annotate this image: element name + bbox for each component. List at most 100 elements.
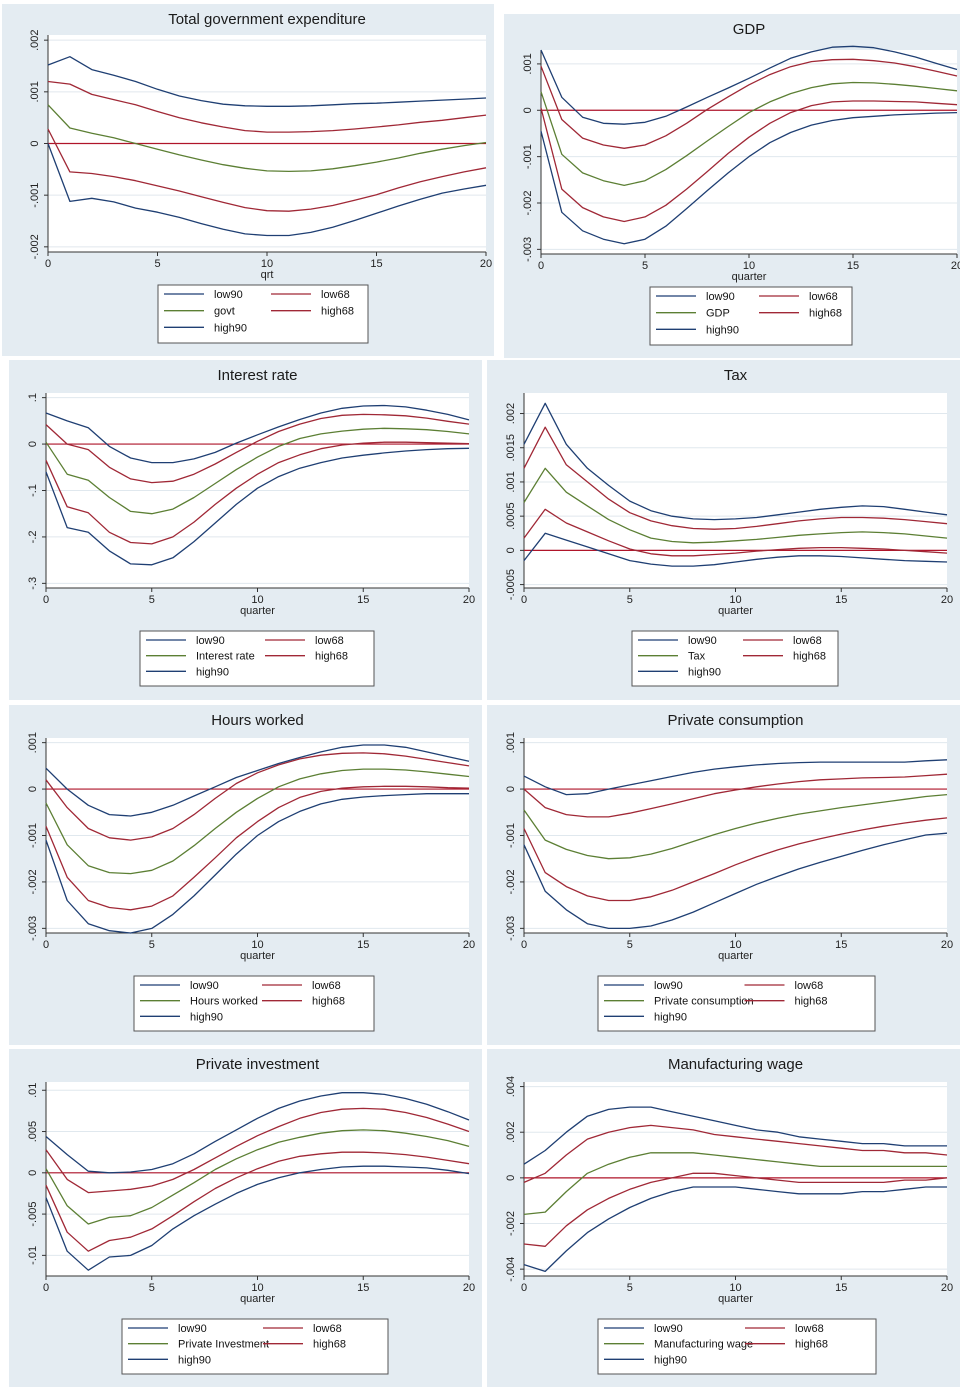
series-line-high90 [45, 1092, 470, 1174]
x-tick-label: 5 [627, 594, 633, 606]
plot-area [524, 1082, 947, 1276]
x-tick-label: 20 [941, 1282, 953, 1294]
series-line-high68 [523, 426, 948, 530]
legend-label-high90: high90 [706, 324, 739, 336]
legend-label-high90: high90 [654, 1011, 687, 1023]
x-tick-label: 5 [627, 1282, 633, 1294]
x-tick-label: 20 [463, 594, 475, 606]
y-tick-label: -.002 [505, 869, 517, 894]
y-tick-label: .0005 [505, 502, 517, 530]
series-line-low90 [540, 111, 958, 245]
series-line-low68 [523, 508, 948, 557]
legend-label-high68: high68 [795, 1339, 828, 1351]
y-tick-label: -.01 [27, 1246, 39, 1265]
chart-svg: Interest rate -.3 -.2 -.1 0 .1 0 5 10 15 20 quarter… [27, 367, 475, 687]
y-tick-label: .001 [27, 732, 39, 753]
chart-svg: Private investment -.01 -.005 0 .005 .01 0 5 10 1… [27, 1056, 475, 1375]
y-tick-label: -.004 [505, 1257, 517, 1282]
y-tick-label: -.1 [27, 484, 39, 497]
series-line-low68 [45, 441, 470, 545]
series-line-high90 [540, 45, 958, 125]
y-tick-label: .1 [27, 393, 39, 402]
chart-title: GDP [733, 21, 766, 38]
x-tick-label: 0 [43, 1282, 49, 1294]
chart-svg: Total government expenditure -.002 -.001 0.… [29, 11, 492, 344]
y-tick-label: -.005 [27, 1202, 39, 1227]
x-tick-label: 15 [370, 258, 382, 270]
series-line-mid [523, 1152, 947, 1216]
legend [597, 1318, 877, 1375]
legend-label-high68: high68 [795, 996, 828, 1008]
series-line-high68 [523, 1124, 948, 1183]
x-tick-label: 20 [463, 939, 475, 951]
x-tick-label: 10 [251, 1282, 263, 1294]
legend-label-low68: low68 [795, 980, 824, 992]
legend-label-mid: Interest rate [196, 651, 255, 663]
x-axis-label: quarter [718, 605, 753, 617]
chart-title: Hours worked [211, 712, 304, 729]
y-tick-label: .002 [29, 29, 41, 50]
y-tick-label: .001 [522, 53, 534, 74]
series-line-mid [45, 427, 470, 515]
x-tick-label: 10 [729, 939, 741, 951]
x-tick-label: 20 [951, 260, 960, 272]
series-line-low68 [47, 128, 487, 212]
series-line-low90 [523, 532, 948, 567]
plot-area [541, 50, 957, 254]
series-line-high68 [45, 413, 470, 484]
y-tick-label: 0 [27, 441, 39, 447]
y-tick-label: .004 [505, 1076, 517, 1097]
y-tick-label: -.001 [505, 823, 517, 848]
series-line-high68 [45, 752, 470, 841]
y-tick-label: -.003 [505, 916, 517, 941]
series-line-low68 [523, 1172, 948, 1247]
chart-panel-private-consumption: Private consumption -.003 -.002 -.001 0 .001 0… [487, 705, 960, 1045]
x-tick-label: 20 [480, 258, 492, 270]
y-tick-label: -.3 [27, 577, 39, 590]
series-line-high90 [45, 744, 470, 817]
legend-label-high90: high90 [178, 1354, 211, 1366]
legend-label-low68: low68 [313, 1323, 342, 1335]
y-tick-label: .001 [29, 81, 41, 102]
legend-label-mid: Manufacturing wage [654, 1339, 753, 1351]
series-line-high90 [47, 56, 487, 107]
chart-svg: Private consumption -.003 -.002 -.001 0 .001 0… [505, 712, 953, 1032]
x-tick-label: 10 [251, 594, 263, 606]
x-tick-label: 0 [538, 260, 544, 272]
series-line-high68 [523, 773, 948, 818]
x-tick-label: 15 [357, 594, 369, 606]
legend-label-low68: low68 [312, 980, 341, 992]
x-axis-label: quarter [718, 950, 753, 962]
y-tick-label: -.001 [522, 144, 534, 169]
series-line-low90 [45, 793, 469, 934]
x-tick-label: 10 [743, 260, 755, 272]
series-line-mid [45, 1129, 470, 1225]
chart-title: Manufacturing wage [668, 1056, 803, 1073]
legend-label-mid: Private Investment [178, 1339, 269, 1351]
chart-panel-private-investment: Private investment -.01 -.005 0 .005 .01 0 5 10 1… [9, 1049, 482, 1387]
y-tick-label: .0015 [505, 434, 517, 462]
x-tick-label: 15 [835, 594, 847, 606]
legend-label-mid: govt [214, 306, 235, 318]
x-tick-label: 0 [43, 939, 49, 951]
y-tick-label: -.002 [505, 1211, 517, 1236]
legend-label-low90: low90 [706, 291, 735, 303]
x-axis-label: quarter [240, 605, 275, 617]
y-tick-label: -.003 [27, 916, 39, 941]
chart-title: Private consumption [668, 712, 804, 729]
chart-title: Interest rate [217, 367, 297, 384]
x-tick-label: 5 [149, 1282, 155, 1294]
series-line-high90 [523, 1106, 947, 1165]
legend-label-high68: high68 [312, 996, 345, 1008]
x-tick-label: 0 [521, 594, 527, 606]
legend-label-high90: high90 [190, 1011, 223, 1023]
legend-label-low90: low90 [654, 1323, 683, 1335]
x-axis-label: quarter [240, 950, 275, 962]
series-line-high68 [540, 58, 958, 149]
y-tick-label: .005 [27, 1121, 39, 1142]
series-line-low68 [540, 100, 958, 223]
chart-panel-gdp: GDP -.003 -.002 -.001 0 .001 0 5 10 15 20 quarter lo… [504, 14, 960, 358]
x-tick-label: 20 [941, 939, 953, 951]
legend-label-low90: low90 [654, 980, 683, 992]
legend-label-high68: high68 [793, 651, 826, 663]
